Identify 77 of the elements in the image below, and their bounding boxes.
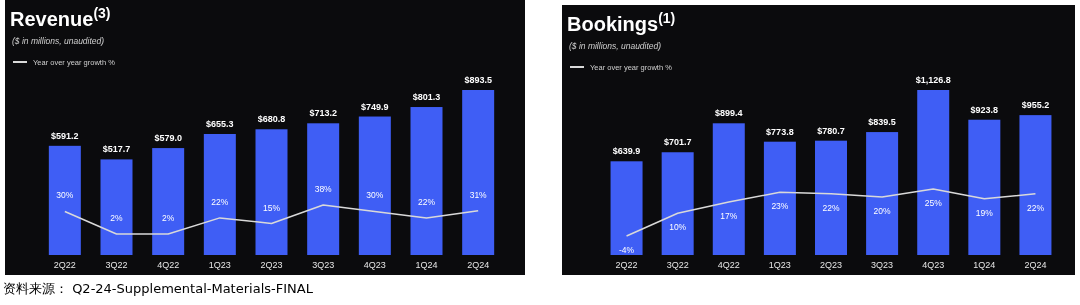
x-tick-label: 3Q22: [105, 260, 128, 270]
bar: [462, 90, 495, 255]
bar: [358, 116, 391, 255]
x-tick-label: 1Q23: [768, 260, 791, 270]
bar: [410, 107, 443, 255]
data-label: $517.7: [102, 144, 131, 155]
x-tick-label: 3Q23: [871, 260, 894, 270]
data-label: $701.7: [663, 137, 692, 148]
x-tick-label: 3Q22: [666, 260, 689, 270]
x-tick-label: 2Q22: [53, 260, 76, 270]
data-label: $639.9: [612, 146, 641, 157]
data-label: $839.5: [868, 117, 896, 128]
x-tick-label: 2Q23: [819, 260, 843, 270]
bar: [661, 152, 694, 255]
x-tick-label: 4Q23: [363, 260, 386, 270]
data-label: $749.9: [361, 101, 389, 112]
data-label: 25%: [924, 198, 943, 208]
data-label: $899.4: [715, 108, 743, 119]
data-label: $680.8: [257, 114, 286, 125]
chart-title: Revenue$^{(3)}$: [10, 5, 111, 30]
x-tick-label: 1Q24: [415, 260, 438, 270]
data-label: 17%: [720, 210, 738, 221]
bar: [866, 132, 899, 255]
data-label: $579.0: [154, 133, 182, 144]
data-label: 31%: [469, 189, 488, 200]
bar: [968, 119, 1001, 255]
bar: [1019, 115, 1052, 255]
x-tick-label: 2Q24: [1024, 260, 1047, 270]
bar: [100, 159, 133, 255]
data-label: 19%: [975, 207, 994, 218]
x-tick-label: 4Q22: [157, 260, 180, 270]
bar: [815, 140, 847, 255]
chart-title: Bookings$^{(1)}$: [567, 10, 676, 35]
data-label: $655.3: [206, 118, 234, 129]
x-tick-label: 2Q23: [260, 260, 283, 270]
data-label: 2%: [162, 213, 175, 223]
data-label: $713.2: [309, 108, 337, 119]
data-label: 22%: [211, 196, 229, 207]
data-label: $591.2: [51, 130, 79, 141]
data-label: 38%: [314, 184, 333, 194]
data-label: 2%: [110, 213, 124, 223]
bar: [307, 123, 340, 255]
text: 资料来源： Q2-24-Supplemental-Materials-FINAL: [3, 281, 314, 296]
data-label: $955.2: [1021, 100, 1050, 111]
x-tick-label: 1Q24: [973, 260, 996, 270]
data-label: 30%: [56, 190, 74, 201]
data-label: $893.5: [464, 75, 492, 85]
x-tick-label: 2Q24: [467, 260, 490, 270]
x-tick-label: 3Q23: [312, 260, 335, 270]
x-tick-label: 1Q23: [208, 260, 231, 270]
data-label: 22%: [822, 202, 840, 213]
data-label: 15%: [262, 202, 281, 213]
data-label: 22%: [417, 196, 436, 207]
bar: [917, 90, 950, 255]
data-label: -4%: [618, 245, 635, 255]
bar: [763, 141, 796, 255]
chart-subtitle: ($ in millions, unaudited): [12, 36, 105, 46]
data-label: $773.8: [766, 126, 794, 137]
x-tick-label: 4Q22: [717, 260, 740, 270]
bar: [610, 161, 643, 255]
chart-subtitle: ($ in millions, unaudited): [569, 41, 662, 51]
bar: [152, 148, 185, 255]
data-label: 30%: [366, 190, 384, 201]
x-tick-label: 4Q23: [922, 260, 945, 270]
data-label: 22%: [1026, 202, 1045, 213]
bar: [255, 129, 288, 255]
data-label: $780.7: [817, 125, 845, 136]
data-label: $801.3: [412, 92, 441, 103]
data-label: 23%: [771, 201, 789, 212]
x-tick-label: 2Q22: [615, 260, 638, 270]
data-label: $1,126.8: [915, 75, 951, 85]
data-label: 10%: [669, 222, 687, 233]
bar: [203, 133, 236, 255]
data-label: 20%: [873, 206, 892, 217]
bar: [48, 145, 81, 255]
data-label: $923.8: [970, 104, 999, 115]
bar: [712, 123, 745, 255]
